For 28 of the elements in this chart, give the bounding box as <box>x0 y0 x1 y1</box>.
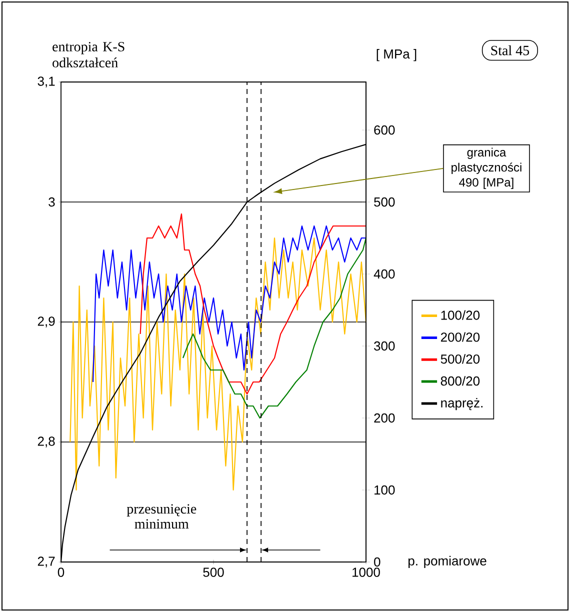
y2-tick-label: 200 <box>374 413 395 423</box>
y-tick-label: 3 <box>48 197 55 207</box>
x-axis-title: p. pomiarowe <box>408 556 486 568</box>
line-series <box>92 225 367 383</box>
legend-label: 100/20 <box>441 310 480 320</box>
text: Stal 45 <box>491 45 530 56</box>
x-tick-label: 500 <box>203 568 224 577</box>
legend-label: 500/20 <box>440 354 480 364</box>
y2-tick-label: 500 <box>374 197 395 207</box>
y-tick-label: 2,8 <box>38 436 55 448</box>
y-axis-title: entropia K-S odkształceń <box>52 42 124 68</box>
y-tick-label: 2,9 <box>38 316 55 328</box>
legend-label: 200/20 <box>440 332 480 342</box>
y2-tick-label: 100 <box>374 485 395 495</box>
y2-tick-label: 0 <box>374 557 380 567</box>
y2-axis-title: [ MPa ] <box>376 49 416 62</box>
legend-label: napręż. <box>441 398 482 410</box>
x-tick-label: 0 <box>58 568 64 577</box>
y-tick-label: 3,1 <box>38 76 55 88</box>
y2-tick-label: 400 <box>374 269 395 279</box>
legend-label: 800/20 <box>440 376 480 386</box>
annotation: przesunięcie minimum <box>126 504 196 529</box>
x-tick-label: 1000 <box>352 568 380 577</box>
line-series <box>70 237 367 491</box>
y2-tick-label: 300 <box>374 341 395 351</box>
y-tick-label: 2,7 <box>38 556 55 568</box>
y2-tick-label: 600 <box>374 125 395 135</box>
text: granica plastyczności 490 [MPa] <box>452 148 522 189</box>
